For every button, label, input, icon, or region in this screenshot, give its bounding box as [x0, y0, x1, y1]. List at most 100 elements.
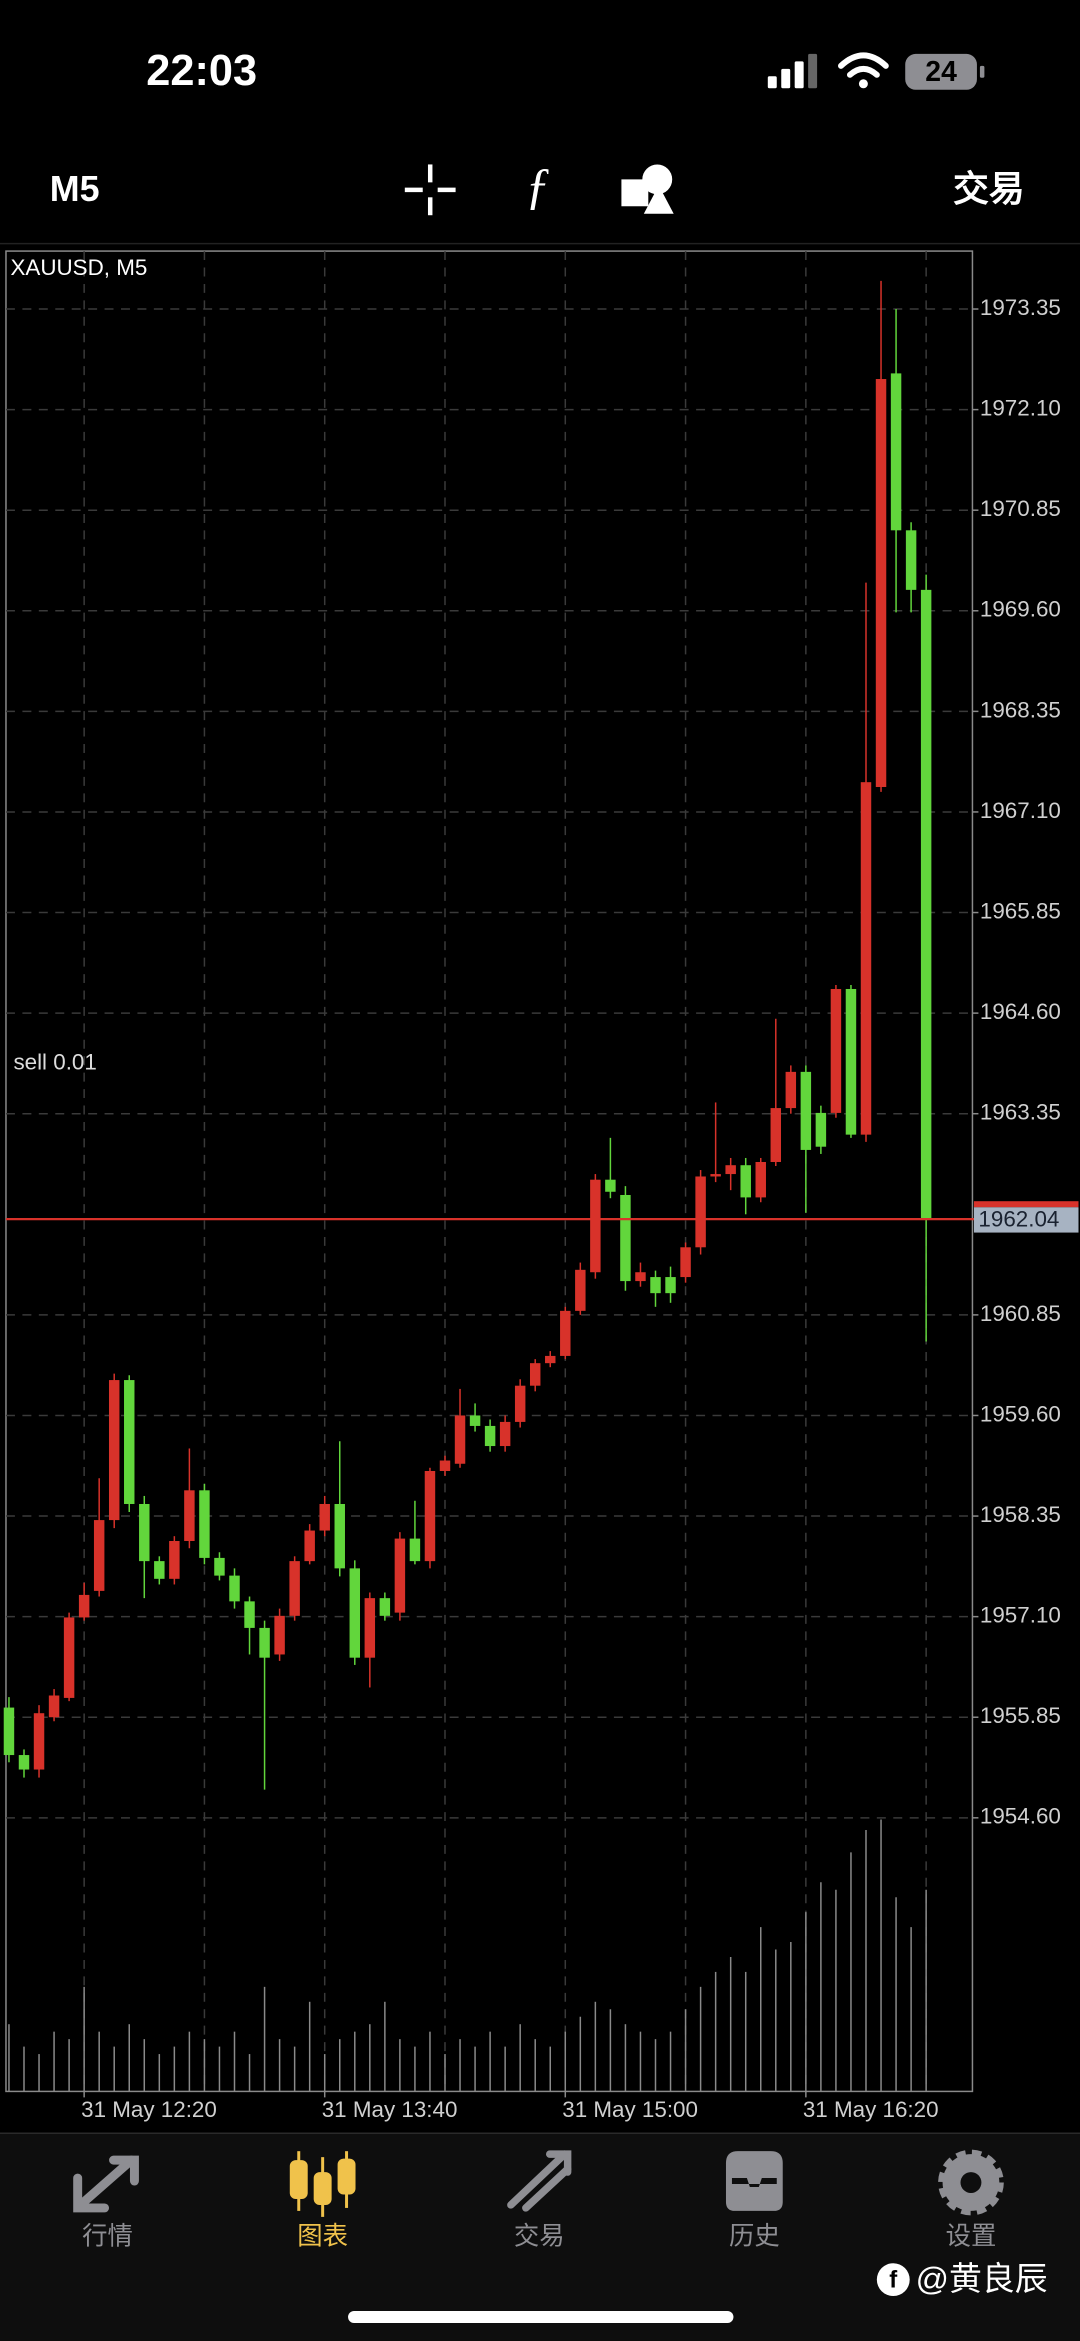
battery-level: 24: [925, 56, 957, 88]
timeframe-button[interactable]: M5: [50, 169, 100, 209]
current-price-label: 1962.04: [978, 1207, 1059, 1232]
candle-body: [319, 1503, 330, 1531]
candle-body: [154, 1561, 165, 1579]
y-tick-label: 1963.35: [980, 1100, 1061, 1125]
candle-body: [920, 589, 932, 1220]
candle-body: [905, 530, 917, 590]
signal-icon: [767, 53, 818, 89]
y-tick-label: 1968.35: [980, 697, 1061, 722]
y-tick-label: 1972.10: [980, 396, 1061, 421]
candle-body: [379, 1598, 391, 1616]
candle-body: [529, 1363, 541, 1386]
tab-label[interactable]: 图表: [297, 2223, 348, 2251]
tab-bar: [0, 2133, 1080, 2341]
candle-body: [124, 1380, 135, 1504]
current-price-box: [973, 1207, 1079, 1233]
candle-body: [108, 1380, 120, 1521]
tab-label[interactable]: 交易: [514, 2223, 565, 2251]
candle-body: [78, 1594, 90, 1618]
current-price-box-top: [973, 1201, 1079, 1208]
y-tick-label: 1957.10: [980, 1603, 1061, 1628]
watermark: @黄良辰: [916, 2260, 1048, 2297]
trade-icon: [507, 2150, 572, 2212]
candle-body: [199, 1490, 210, 1558]
y-tick-label: 1964.60: [980, 999, 1061, 1024]
candle-body: [484, 1425, 496, 1447]
y-tick-label: 1955.85: [980, 1703, 1061, 1728]
candle-body: [48, 1695, 60, 1718]
candle-body: [274, 1615, 285, 1655]
x-tick-label: 31 May 15:00: [562, 2097, 698, 2122]
tab-label[interactable]: 历史: [729, 2223, 780, 2251]
candle-body: [545, 1355, 556, 1364]
chart-frame: [5, 250, 974, 2093]
candle-body: [169, 1541, 180, 1579]
history-icon: [725, 2151, 783, 2211]
battery-icon: [905, 53, 977, 90]
candle-body: [725, 1165, 736, 1175]
y-tick-label: 1965.85: [980, 898, 1061, 923]
candle-body: [860, 782, 872, 1135]
candle-body: [439, 1460, 451, 1471]
home-indicator: [348, 2310, 734, 2323]
candle-body: [740, 1165, 751, 1198]
chart-icon: [289, 2151, 356, 2217]
y-tick-label: 1970.85: [980, 496, 1061, 521]
candle-body: [454, 1415, 466, 1464]
candle-body: [590, 1179, 601, 1273]
order-annotation: sell 0.01: [13, 1050, 96, 1075]
candle-body: [93, 1520, 105, 1591]
candle-body: [63, 1617, 75, 1698]
status-time: 22:03: [146, 47, 257, 95]
battery-tip: [979, 65, 985, 78]
candle-body: [499, 1421, 511, 1447]
y-tick-label: 1973.35: [980, 295, 1061, 320]
candle-body: [18, 1755, 30, 1770]
candle-body: [665, 1277, 676, 1294]
chart: 1954.60 1955.85 1957.10 1958.35 1959.60 1960.…: [3, 250, 1079, 2122]
candle-body: [845, 988, 857, 1135]
candle-body: [830, 988, 842, 1113]
y-tick-label: 1969.60: [980, 597, 1061, 622]
candle-body: [394, 1538, 406, 1613]
y-tick-label: 1959.60: [980, 1401, 1061, 1426]
crosshair-button[interactable]: [404, 164, 456, 216]
candle-body: [695, 1176, 706, 1248]
y-tick-label: 1958.35: [980, 1502, 1061, 1527]
candle-body: [184, 1490, 195, 1542]
candle-body: [650, 1277, 661, 1294]
svg-text:f: f: [889, 2266, 897, 2293]
candle-body: [289, 1561, 300, 1616]
candle-body: [560, 1310, 571, 1356]
tab-label[interactable]: 行情: [82, 2223, 133, 2251]
trade-button[interactable]: 交易: [953, 168, 1025, 209]
indicator-button[interactable]: ƒ: [525, 158, 550, 214]
candle-body: [424, 1470, 436, 1562]
candle-body: [635, 1272, 646, 1282]
candle-body: [800, 1071, 812, 1150]
y-tick-label: 1954.60: [980, 1804, 1061, 1829]
candle-body: [620, 1194, 631, 1282]
candle-body: [514, 1385, 526, 1422]
quotes-icon: [73, 2155, 139, 2213]
candle-body: [259, 1627, 270, 1658]
candle-body: [710, 1174, 721, 1177]
settings-icon: [938, 2149, 1004, 2216]
y-tick-label: 1960.85: [980, 1301, 1061, 1326]
candle-body: [469, 1415, 481, 1426]
watermark-logo: f: [876, 2263, 910, 2297]
candle-body: [364, 1598, 376, 1658]
candle-body: [3, 1707, 15, 1756]
candle-body: [409, 1538, 421, 1562]
candle-body: [33, 1713, 45, 1770]
chart-title: XAUUSD, M5: [10, 255, 147, 280]
x-tick-label: 31 May 13:40: [322, 2097, 458, 2122]
objects-button[interactable]: [621, 164, 674, 214]
x-tick-label: 31 May 12:20: [81, 2097, 217, 2122]
x-tick-label: 31 May 16:20: [803, 2097, 939, 2122]
candle-body: [815, 1112, 827, 1147]
tab-label[interactable]: 设置: [946, 2223, 997, 2251]
tab-icons: [73, 2149, 1004, 2217]
